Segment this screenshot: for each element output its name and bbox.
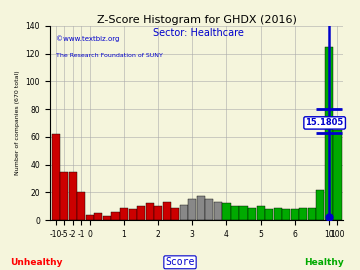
Bar [171,208,179,220]
Bar [248,208,256,220]
Text: The Research Foundation of SUNY: The Research Foundation of SUNY [56,53,162,58]
Bar [145,203,154,220]
Bar [77,192,85,220]
Text: Healthy: Healthy [304,258,344,267]
Title: Z-Score Histogram for GHDX (2016): Z-Score Histogram for GHDX (2016) [97,15,297,25]
Bar [112,212,120,220]
Bar [291,209,299,220]
Bar [94,213,103,220]
Y-axis label: Number of companies (670 total): Number of companies (670 total) [15,71,20,175]
Bar [103,216,111,220]
Bar [129,209,137,220]
Bar [299,208,307,220]
Text: Unhealthy: Unhealthy [10,258,62,267]
Bar [197,197,205,220]
Bar [239,206,248,220]
Bar [333,130,342,220]
Bar [205,199,213,220]
Bar [180,205,188,220]
Text: ©www.textbiz.org: ©www.textbiz.org [56,35,119,42]
Bar [274,208,282,220]
Bar [154,206,162,220]
Text: Score: Score [165,257,195,267]
Bar [222,203,230,220]
Bar [120,208,128,220]
Bar [308,208,316,220]
Bar [188,199,197,220]
Text: 15.1805: 15.1805 [306,119,344,127]
Text: Sector: Healthcare: Sector: Healthcare [153,28,243,38]
Bar [137,206,145,220]
Bar [214,202,222,220]
Bar [163,202,171,220]
Bar [52,134,60,220]
Bar [265,209,273,220]
Bar [316,190,324,220]
Bar [282,209,290,220]
Bar [325,47,333,220]
Bar [257,206,265,220]
Bar [86,215,94,220]
Bar [69,171,77,220]
Bar [231,206,239,220]
Bar [60,171,68,220]
